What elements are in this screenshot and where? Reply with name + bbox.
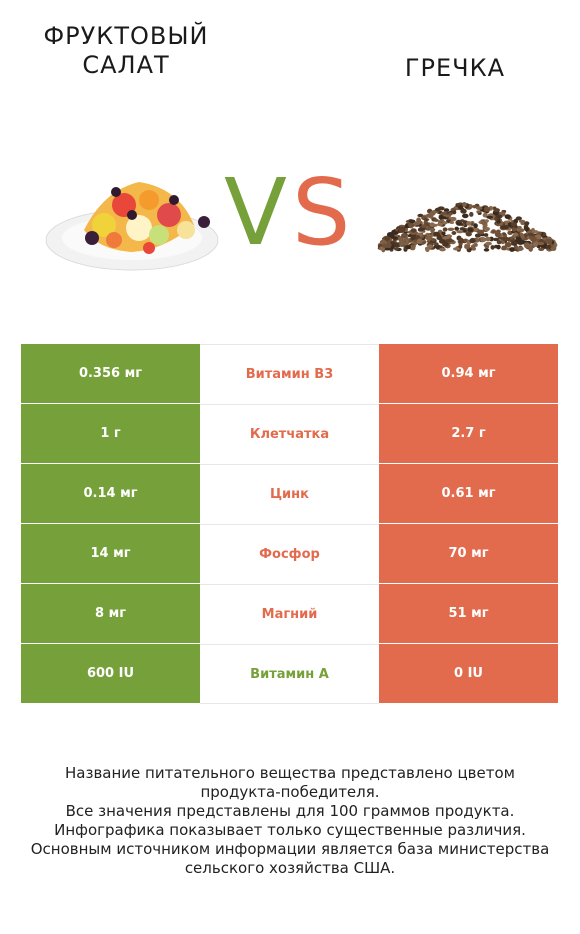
left-product-title-line1: ФРУКТОВЫЙ [43, 22, 209, 50]
table-divider [200, 703, 379, 704]
left-value: 1 г [21, 404, 200, 463]
footer-line: Все значения представлены для 100 граммо… [65, 802, 515, 820]
table-row: 0.356 мг Витамин B3 0.94 мг [21, 344, 558, 403]
nutrient-name: Фосфор [200, 524, 379, 583]
nutrient-name: Витамин A [200, 644, 379, 703]
right-value: 0.61 мг [379, 464, 558, 523]
footer-notes: Название питательного вещества представл… [10, 764, 570, 878]
footer-line: продукта-победителя. [200, 783, 380, 801]
table-row: 1 г Клетчатка 2.7 г [21, 404, 558, 463]
nutrient-name: Клетчатка [200, 404, 379, 463]
right-product-title: ГРЕЧКА [404, 54, 506, 82]
footer-line: сельского хозяйства США. [184, 859, 396, 877]
footer-line: Основным источником информации является … [30, 840, 550, 858]
right-value: 51 мг [379, 584, 558, 643]
left-value: 600 IU [21, 644, 200, 703]
table-row: 14 мг Фосфор 70 мг [21, 524, 558, 583]
nutrient-name: Витамин B3 [200, 344, 379, 403]
vs-letter-v: V [224, 159, 287, 266]
comparison-table: 0.356 мг Витамин B3 0.94 мг 1 г Клетчатка 2.7… [21, 344, 558, 704]
right-value: 2.7 г [379, 404, 558, 463]
left-product-title: ФРУКТОВЫЙ САЛАТ [26, 22, 226, 80]
footer-line: Инфографика показывает только существенн… [54, 821, 526, 839]
left-value: 0.14 мг [21, 464, 200, 523]
left-value: 14 мг [21, 524, 200, 583]
left-product-title-line2: САЛАТ [82, 51, 170, 79]
fruit-salad-image [45, 182, 219, 271]
left-value: 8 мг [21, 584, 200, 643]
table-row: 0.14 мг Цинк 0.61 мг [21, 464, 558, 523]
right-value: 0 IU [379, 644, 558, 703]
footer-line: Название питательного вещества представл… [65, 764, 515, 782]
vs-letter-s: S [292, 159, 351, 266]
table-row: 8 мг Магний 51 мг [21, 584, 558, 643]
nutrient-name: Цинк [200, 464, 379, 523]
buckwheat-image [377, 202, 558, 253]
right-value: 70 мг [379, 524, 558, 583]
right-value: 0.94 мг [379, 344, 558, 403]
left-value: 0.356 мг [21, 344, 200, 403]
vs-label: V S [222, 165, 352, 260]
nutrient-name: Магний [200, 584, 379, 643]
